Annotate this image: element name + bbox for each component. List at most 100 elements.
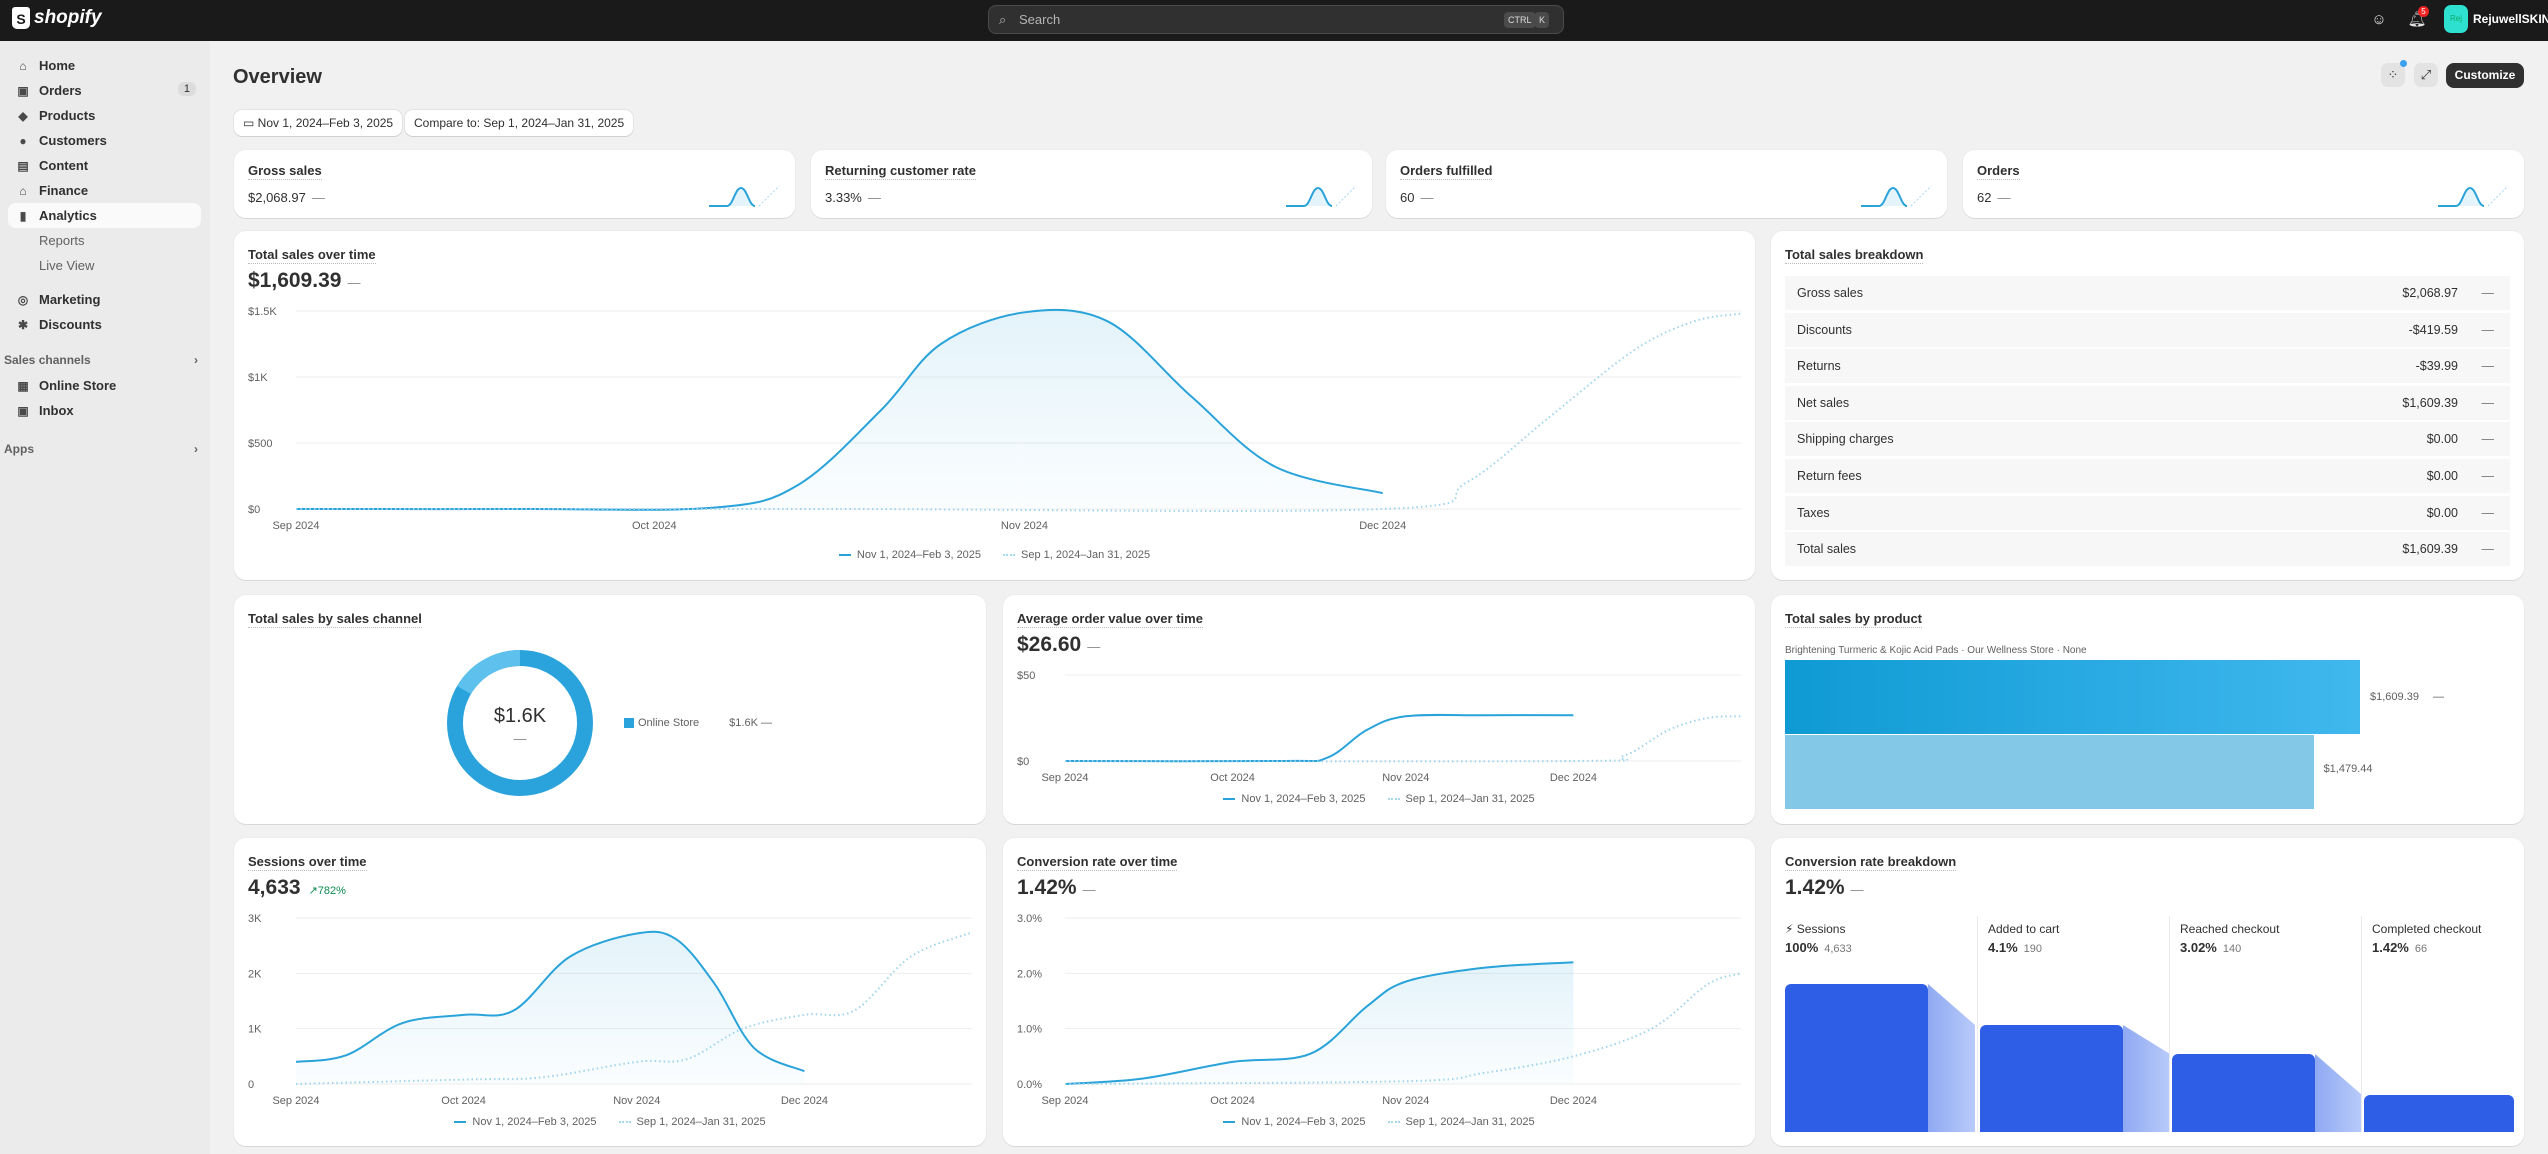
card-title[interactable]: Average order value over time	[1017, 611, 1203, 628]
sidebar-item-home[interactable]: ⌂ Home	[8, 53, 201, 78]
card-title[interactable]: Total sales breakdown	[1785, 247, 1924, 264]
sidebar-item-products[interactable]: ◆ Products	[8, 103, 201, 128]
search-input[interactable]: ⌕ Search CTRL K	[988, 5, 1564, 34]
total-sales-chart[interactable]: $0 $500 $1K $1.5K Sep 2024 Oct 2024 Nov 2024 De…	[234, 303, 1755, 535]
metric-card-orders[interactable]: Orders 62 —	[1963, 150, 2524, 218]
sidekick-icon[interactable]: ☺	[2371, 11, 2387, 28]
card-title[interactable]: Sessions over time	[248, 854, 367, 871]
row-label: Gross sales	[1797, 286, 1863, 300]
funnel-step[interactable]: ⚡︎ Sessions 100% 4,633	[1785, 916, 1977, 1132]
legend-swatch	[624, 718, 634, 729]
step-percent: 100% 4,633	[1785, 940, 1852, 955]
row-value: $1,609.39	[2402, 395, 2458, 410]
legend-current: Nov 1, 2024–Feb 3, 2025	[472, 1116, 597, 1128]
aov-chart[interactable]: $0 $50 Sep 2024 Oct 2024 Nov 2024 Dec 2024	[1003, 667, 1755, 787]
sidebar-item-online-store[interactable]: ▦ Online Store	[8, 373, 201, 398]
sidebar-item-live-view[interactable]: Live View	[8, 253, 201, 278]
notification-count: 5	[2418, 6, 2429, 17]
row-label: Return fees	[1797, 469, 1862, 483]
metric-value: 60 —	[1400, 190, 1433, 205]
legend-previous: Sep 1, 2024–Jan 31, 2025	[1405, 793, 1535, 805]
expand-icon[interactable]: ⤢	[2414, 63, 2438, 87]
sessions-change: ↗782%	[309, 885, 346, 897]
store-icon: ▦	[17, 378, 29, 393]
sessions-chart[interactable]: 0 1K 2K 3K Sep 2024 Oct 2024 Nov 2024 Dec 2024	[234, 910, 986, 1110]
compare-picker[interactable]: Compare to: Sep 1, 2024–Jan 31, 2025	[405, 110, 634, 136]
sales-channels-header[interactable]: Sales channels ›	[4, 353, 200, 367]
row-change: —	[2481, 542, 2495, 557]
bell-icon[interactable]: 🔔︎ 5	[2406, 6, 2429, 31]
series-line-previous	[296, 312, 1742, 512]
legend-swatch-current	[1223, 798, 1236, 801]
total-sales-over-time-card: Total sales over time $1,609.39— $0 $500 $…	[234, 231, 1755, 580]
value: 1.42%	[1785, 876, 1845, 899]
attribution-icon[interactable]: ⁘	[2381, 60, 2407, 87]
chart-legend: Nov 1, 2024–Feb 3, 2025 Sep 1, 2024–Jan 3…	[234, 549, 1755, 561]
funnel-bar[interactable]	[1785, 984, 1928, 1132]
calendar-icon: ▭	[243, 116, 258, 130]
sidebar-item-analytics[interactable]: ▮ Analytics	[8, 203, 201, 228]
store-name[interactable]: RejuwellSKIN	[2473, 12, 2548, 26]
breakdown-row[interactable]: Total sales $1,609.39 —	[1785, 532, 2510, 567]
funnel-step[interactable]: Completed checkout 1.42% 66	[2361, 916, 2548, 1132]
breakdown-row[interactable]: Return fees $0.00 —	[1785, 459, 2510, 493]
breakdown-row[interactable]: Discounts -$419.59 —	[1785, 312, 2510, 347]
metric-card-orders-fulfilled[interactable]: Orders fulfilled 60 —	[1386, 150, 1947, 218]
breakdown-row[interactable]: Net sales $1,609.39 —	[1785, 385, 2510, 420]
compare-label: Compare to: Sep 1, 2024–Jan 31, 2025	[414, 116, 625, 130]
metric-value: 62 —	[1977, 190, 2010, 205]
label: Added to cart	[1988, 922, 2060, 936]
sidebar-item-marketing[interactable]: ◎ Marketing	[8, 287, 201, 312]
metric-card-returning-customer-rate[interactable]: Returning customer rate 3.33% —	[811, 150, 1372, 218]
product-bar-previous[interactable]	[1785, 735, 2314, 809]
product-bar-current[interactable]	[1785, 660, 2360, 734]
date-range-picker[interactable]: ▭ Nov 1, 2024–Feb 3, 2025	[234, 110, 403, 136]
funnel-connector	[1928, 984, 1975, 1132]
value: 60	[1400, 190, 1415, 205]
value: 3.33%	[825, 190, 862, 205]
step-label: Reached checkout	[2180, 922, 2279, 936]
legend-swatch-previous	[1003, 554, 1016, 557]
sidebar-item-discounts[interactable]: ✱ Discounts	[8, 312, 201, 337]
card-title[interactable]: Conversion rate over time	[1017, 854, 1178, 871]
x-tick-label: Sep 2024	[1041, 1095, 1088, 1107]
funnel-bar[interactable]	[2364, 1095, 2514, 1132]
pct: 100%	[1785, 940, 1819, 955]
conversion-chart[interactable]: 0.0% 1.0% 2.0% 3.0% Sep 2024 Oct 2024 Nov 2024…	[1003, 910, 1755, 1110]
sidebar-item-reports[interactable]: Reports	[8, 228, 201, 253]
breakdown-row[interactable]: Shipping charges $0.00 —	[1785, 422, 2510, 457]
metric-card-gross-sales[interactable]: Gross sales $2,068.97 —	[234, 150, 795, 218]
avatar[interactable]: Rej	[2444, 5, 2468, 33]
change: —	[2432, 691, 2444, 703]
legend-current: Nov 1, 2024–Feb 3, 2025	[856, 549, 982, 561]
breakdown-row[interactable]: Gross sales $2,068.97 —	[1785, 276, 2510, 310]
card-title[interactable]: Total sales by product	[1785, 611, 1923, 628]
card-title[interactable]: Conversion rate breakdown	[1785, 854, 1957, 871]
breakdown-row[interactable]: Returns -$39.99 —	[1785, 349, 2510, 384]
customize-button[interactable]: Customize	[2446, 63, 2524, 88]
sidebar-item-finance[interactable]: ⌂ Finance	[8, 178, 201, 203]
change: —	[311, 190, 325, 205]
sparkline	[1286, 185, 1357, 207]
funnel-bar[interactable]	[2172, 1054, 2315, 1132]
funnel-bar[interactable]	[1980, 1025, 2123, 1132]
sidebar-item-customers[interactable]: ● Customers	[8, 128, 201, 153]
donut-chart[interactable]	[444, 647, 596, 799]
chat-icon: ▣	[17, 403, 29, 418]
sidebar-item-orders[interactable]: ▣ Orders 1	[8, 78, 201, 103]
apps-header[interactable]: Apps ›	[4, 442, 200, 456]
sidebar-item-inbox[interactable]: ▣ Inbox	[8, 398, 201, 423]
y-tick-label: 0.0%	[1017, 1079, 1042, 1091]
funnel-step[interactable]: Added to cart 4.1% 190	[1977, 916, 2170, 1132]
x-tick-label: Dec 2024	[1550, 772, 1597, 784]
sidebar-item-content[interactable]: ▤ Content	[8, 153, 201, 178]
chevron-right-icon: ›	[194, 442, 198, 456]
tag-icon: ◆	[18, 108, 28, 123]
funnel-step[interactable]: Reached checkout 3.02% 140	[2169, 916, 2362, 1132]
card-title[interactable]: Total sales over time	[248, 247, 376, 264]
total-sales-value: $1,609.39 —	[248, 269, 360, 293]
card-title[interactable]: Total sales by sales channel	[248, 611, 422, 628]
breakdown-row[interactable]: Taxes $0.00 —	[1785, 495, 2510, 530]
